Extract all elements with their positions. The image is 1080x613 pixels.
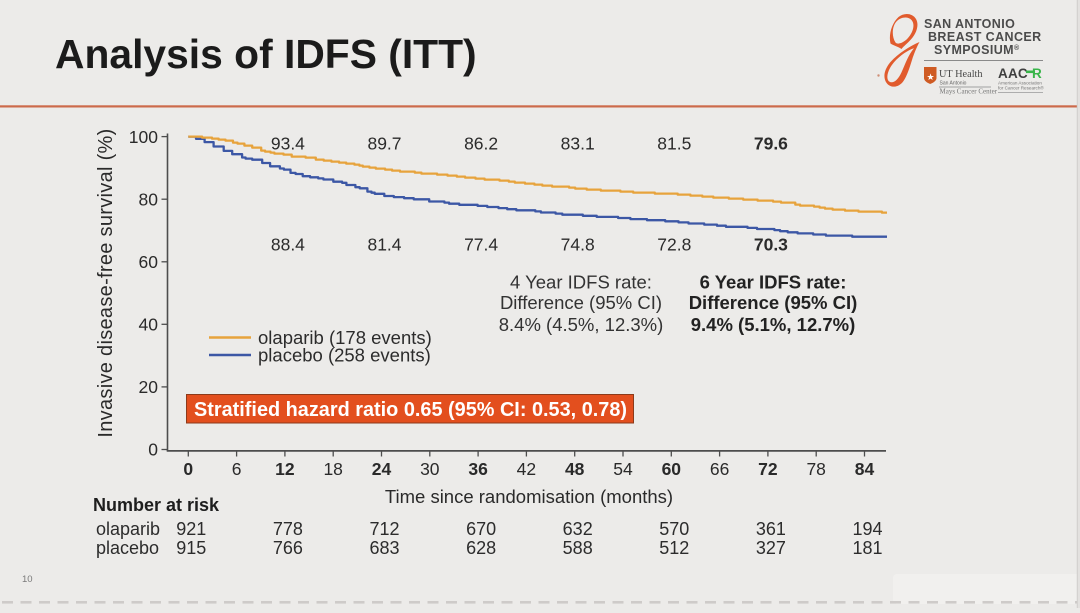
svg-text:BREAST CANCER: BREAST CANCER [928, 30, 1042, 44]
svg-text:6 Year IDFS rate:: 6 Year IDFS rate: [700, 272, 847, 293]
svg-text:84: 84 [855, 459, 875, 479]
svg-text:327: 327 [756, 538, 786, 558]
svg-text:89.7: 89.7 [367, 134, 401, 154]
svg-text:86.2: 86.2 [464, 134, 498, 154]
svg-text:R: R [1032, 66, 1042, 81]
svg-text:Difference (95% CI): Difference (95% CI) [500, 292, 662, 313]
svg-text:Number at risk: Number at risk [93, 495, 220, 515]
svg-text:100: 100 [129, 127, 158, 147]
svg-text:194: 194 [852, 519, 882, 539]
svg-text:81.5: 81.5 [657, 134, 691, 154]
svg-text:placebo: placebo [96, 538, 159, 558]
svg-text:181: 181 [852, 538, 882, 558]
svg-text:42: 42 [517, 459, 536, 479]
svg-text:77.4: 77.4 [464, 235, 498, 255]
svg-text:40: 40 [139, 315, 159, 335]
svg-text:UT Health: UT Health [939, 69, 983, 80]
svg-text:12: 12 [275, 459, 295, 479]
svg-text:4 Year IDFS rate:: 4 Year IDFS rate: [510, 272, 652, 293]
svg-text:778: 778 [273, 519, 303, 539]
svg-text:93.4: 93.4 [271, 134, 305, 154]
svg-text:Stratified hazard ratio 0.65 (: Stratified hazard ratio 0.65 (95% CI: 0.… [194, 399, 627, 421]
svg-text:Difference (95% CI): Difference (95% CI) [689, 292, 858, 313]
svg-text:628: 628 [466, 538, 496, 558]
svg-text:81.4: 81.4 [367, 235, 401, 255]
svg-text:766: 766 [273, 538, 303, 558]
svg-text:36: 36 [468, 459, 488, 479]
svg-text:88.4: 88.4 [271, 235, 305, 255]
svg-text:20: 20 [139, 377, 159, 397]
svg-text:79.6: 79.6 [754, 134, 788, 154]
svg-text:72.8: 72.8 [657, 235, 691, 255]
svg-text:361: 361 [756, 519, 786, 539]
svg-text:AAC: AAC [998, 66, 1028, 81]
svg-text:683: 683 [369, 538, 399, 558]
svg-text:6: 6 [232, 459, 242, 479]
svg-text:SAN ANTONIO: SAN ANTONIO [924, 17, 1015, 31]
svg-text:78: 78 [806, 459, 825, 479]
svg-text:Time since randomisation (mont: Time since randomisation (months) [385, 486, 673, 507]
svg-text:66: 66 [710, 459, 729, 479]
svg-text:632: 632 [563, 519, 593, 539]
svg-text:60: 60 [139, 252, 159, 272]
svg-text:54: 54 [613, 459, 633, 479]
svg-text:8.4% (4.5%, 12.3%): 8.4% (4.5%, 12.3%) [499, 314, 664, 335]
svg-text:80: 80 [139, 189, 159, 209]
svg-text:30: 30 [420, 459, 440, 479]
svg-text:74.8: 74.8 [561, 235, 595, 255]
svg-text:921: 921 [176, 519, 206, 539]
svg-text:San Antonio: San Antonio [940, 81, 967, 87]
svg-text:670: 670 [466, 519, 496, 539]
svg-text:0: 0 [183, 459, 193, 479]
svg-text:for Cancer Research®: for Cancer Research® [998, 85, 1044, 91]
svg-text:18: 18 [323, 459, 342, 479]
svg-text:10: 10 [22, 574, 33, 585]
svg-text:48: 48 [565, 459, 585, 479]
svg-text:83.1: 83.1 [561, 134, 595, 154]
svg-text:9.4% (5.1%, 12.7%): 9.4% (5.1%, 12.7%) [691, 314, 856, 335]
svg-text:570: 570 [659, 519, 689, 539]
svg-text:Analysis of IDFS (ITT): Analysis of IDFS (ITT) [55, 31, 477, 77]
svg-text:olaparib: olaparib [96, 519, 160, 539]
svg-text:588: 588 [563, 538, 593, 558]
svg-text:72: 72 [758, 459, 778, 479]
svg-text:Mays Cancer Center: Mays Cancer Center [940, 88, 998, 96]
svg-text:24: 24 [372, 459, 392, 479]
svg-text:70.3: 70.3 [754, 235, 788, 255]
svg-text:Invasive disease-free survival: Invasive disease-free survival (%) [95, 128, 117, 437]
svg-text:915: 915 [176, 538, 206, 558]
svg-text:★: ★ [927, 72, 935, 82]
svg-text:0: 0 [148, 440, 158, 460]
svg-text:512: 512 [659, 538, 689, 558]
svg-text:712: 712 [369, 519, 399, 539]
svg-text:placebo (258 events): placebo (258 events) [258, 345, 431, 366]
svg-text:60: 60 [662, 459, 682, 479]
svg-text:SYMPOSIUM®: SYMPOSIUM® [934, 43, 1020, 57]
